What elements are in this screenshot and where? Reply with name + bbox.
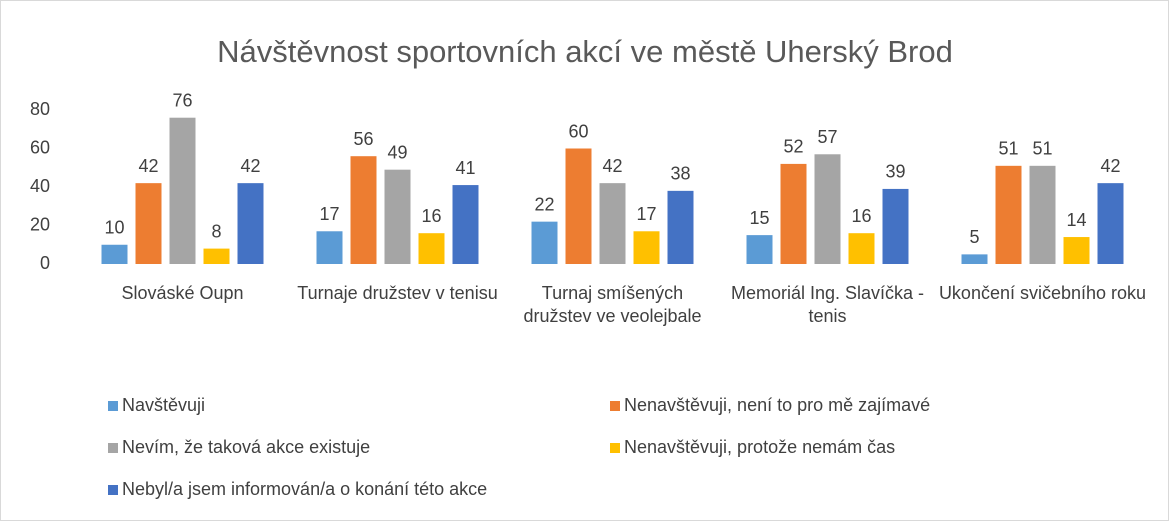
bar [848,233,875,264]
data-label: 60 [568,121,588,141]
bar [746,235,773,264]
x-tick-label-box: Ukončení svičebního roku [938,283,1147,303]
x-tick-label: Ukončení svičebního roku [938,283,1147,303]
bar [780,163,807,264]
bar [384,169,411,264]
data-label: 14 [1066,210,1086,230]
bar [1029,165,1056,264]
bar [1063,237,1090,264]
legend-label: Nenavštěvuji, protože nemám čas [624,437,895,457]
legend-swatch [610,401,620,411]
data-label: 42 [138,156,158,176]
bar [667,190,694,264]
legend-label: Navštěvuji [122,395,205,415]
data-label: 51 [1032,139,1052,159]
bar [995,165,1022,264]
data-label: 16 [421,206,441,226]
bar [882,188,909,264]
data-label: 42 [1100,156,1120,176]
data-label: 22 [534,194,554,214]
x-tick-label-box: Turnaj smíšených družstev ve veolejbale [523,283,702,326]
data-label: 8 [211,221,221,241]
data-label: 76 [172,90,192,110]
y-tick-label: 60 [30,137,50,157]
bar [135,183,162,264]
y-tick-label: 0 [40,253,50,273]
legend-swatch [108,443,118,453]
data-label: 38 [670,164,690,184]
chart-title: Návštěvnost sportovních akcí ve městě Uh… [217,34,953,69]
bar [452,185,479,264]
bar [169,117,196,264]
data-label: 51 [998,139,1018,159]
x-tick-label-box: Turnaje družstev v tenisu [297,283,498,303]
legend-swatch [108,401,118,411]
data-label: 16 [851,206,871,226]
legend-label: Nevím, že taková akce existuje [122,437,370,457]
bar [814,154,841,264]
x-tick-label: Slováské Oupn [121,283,244,303]
legend-swatch [108,485,118,495]
data-label: 42 [602,156,622,176]
bar [418,233,445,264]
x-tick-label: Memoriál Ing. Slavíčka - tenis [730,283,925,326]
legend-label: Nenavštěvuji, není to pro mě zajímavé [624,395,930,415]
bar [237,183,264,264]
data-label: 52 [783,137,803,157]
bar [633,231,660,264]
y-tick-label: 40 [30,176,50,196]
data-label: 10 [104,218,124,238]
data-label: 41 [455,158,475,178]
bar [531,221,558,264]
bar [350,156,377,264]
bar [1097,183,1124,264]
x-tick-label: Turnaj smíšených družstev ve veolejbale [523,283,702,326]
bar [565,148,592,264]
bar [599,183,626,264]
data-label: 56 [353,129,373,149]
y-tick-label: 20 [30,214,50,234]
data-label: 39 [885,162,905,182]
x-tick-label-box: Memoriál Ing. Slavíčka - tenis [730,283,925,326]
data-label: 5 [969,227,979,247]
bar [316,231,343,264]
data-label: 42 [240,156,260,176]
data-label: 15 [749,208,769,228]
x-tick-label-box: Slováské Oupn [121,283,244,303]
legend-swatch [610,443,620,453]
data-label: 17 [319,204,339,224]
legend-label: Nebyl/a jsem informován/a o konání této … [122,479,487,499]
x-tick-label: Turnaje družstev v tenisu [297,283,498,303]
y-tick-label: 80 [30,99,50,119]
bar [101,244,128,264]
bar [961,254,988,264]
data-label: 57 [817,127,837,147]
data-label: 49 [387,142,407,162]
bar [203,248,230,264]
data-label: 17 [636,204,656,224]
